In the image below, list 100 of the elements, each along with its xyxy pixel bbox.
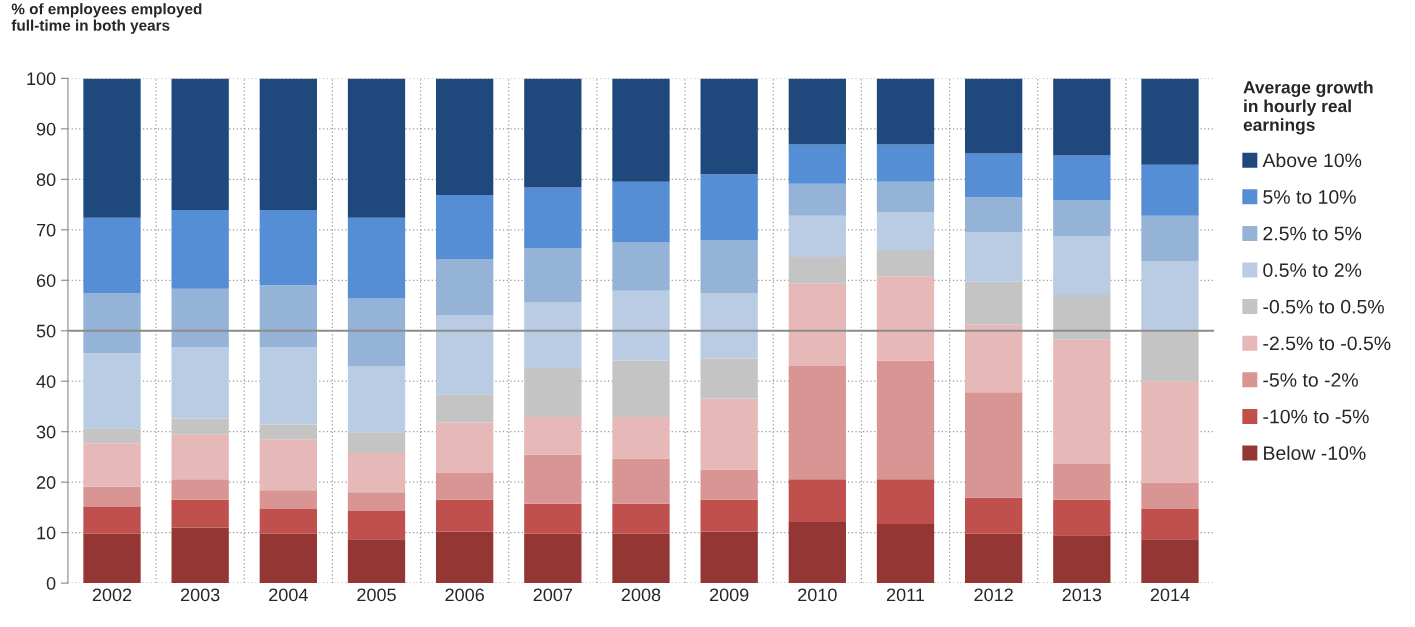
bar	[83, 292, 141, 354]
bar	[171, 288, 229, 348]
bar	[524, 301, 582, 369]
bar	[700, 499, 758, 532]
bar	[83, 78, 141, 218]
legend-label: -5% to -2%	[1263, 373, 1358, 387]
bar	[965, 497, 1023, 534]
bar	[259, 210, 317, 286]
bar	[171, 479, 229, 500]
bar	[259, 347, 317, 425]
bar	[347, 432, 406, 453]
bar	[524, 454, 582, 504]
bar	[171, 210, 229, 289]
bar	[700, 469, 758, 500]
bar	[876, 360, 935, 480]
bar	[876, 249, 935, 277]
bar	[347, 452, 406, 493]
bar	[171, 434, 229, 480]
bar	[1053, 294, 1111, 340]
bar	[83, 506, 141, 534]
x-tick-label: 2012	[974, 588, 1013, 602]
bar	[1053, 200, 1111, 237]
y-tick-label: 90	[36, 122, 56, 136]
legend-label: 2.5% to 5%	[1263, 226, 1362, 241]
bar	[259, 424, 317, 440]
bar	[612, 417, 670, 459]
bar	[700, 78, 758, 175]
bar	[876, 276, 935, 361]
bar	[788, 215, 846, 258]
x-tick-label: 2005	[357, 588, 396, 602]
bar	[612, 181, 670, 242]
bar	[700, 240, 758, 293]
bar	[83, 443, 141, 487]
bar	[1141, 78, 1199, 165]
x-tick-label: 2014	[1150, 588, 1190, 602]
bar	[171, 78, 229, 211]
bar	[436, 394, 494, 423]
bar	[788, 479, 846, 523]
bar	[347, 539, 406, 584]
y-tick-label: 60	[36, 274, 56, 287]
bar	[876, 479, 935, 525]
bar	[965, 533, 1023, 584]
legend-label: -0.5% to 0.5%	[1263, 299, 1384, 314]
legend-label: Above 10%	[1262, 152, 1362, 168]
x-tick-label: 2008	[621, 588, 661, 602]
bar	[171, 347, 229, 419]
x-tick-label: 2009	[709, 588, 749, 602]
bar	[436, 531, 494, 584]
bar	[436, 422, 494, 474]
y-tick-label: 10	[37, 526, 56, 540]
bar	[436, 315, 494, 395]
bar	[1141, 261, 1199, 331]
bar	[436, 473, 494, 500]
bar	[436, 194, 494, 260]
bar	[436, 259, 494, 316]
bar	[83, 428, 141, 444]
bar	[1141, 482, 1199, 509]
legend-label: -2.5% to -0.5%	[1263, 336, 1391, 351]
bar	[259, 490, 317, 509]
bar	[700, 174, 758, 241]
bar	[347, 492, 406, 511]
legend-label: -10% to -5%	[1263, 409, 1369, 424]
bar	[436, 499, 494, 532]
bar	[347, 78, 406, 218]
bar	[612, 533, 670, 584]
x-tick-label: 2013	[1062, 588, 1102, 602]
bar	[171, 527, 229, 584]
bar	[1053, 78, 1111, 156]
bar	[259, 285, 317, 348]
y-tick-label: 30	[36, 425, 56, 439]
x-tick-label: 2002	[92, 588, 132, 602]
bar	[700, 292, 758, 359]
bar	[788, 283, 846, 367]
bar	[965, 78, 1023, 154]
bar	[1141, 381, 1199, 483]
bar	[83, 486, 141, 507]
bar	[259, 508, 317, 534]
bar	[1141, 164, 1199, 216]
bar	[259, 439, 317, 491]
x-tick-label: 2006	[445, 588, 484, 602]
y-tick-label: 0	[46, 577, 56, 590]
bar	[1053, 535, 1111, 584]
bar	[876, 78, 935, 145]
bar	[965, 153, 1023, 197]
bar	[259, 78, 317, 211]
bar	[700, 358, 758, 399]
bar	[524, 187, 582, 248]
y-tick-label: 40	[36, 375, 56, 388]
legend-label: 5% to 10%	[1263, 190, 1356, 204]
bar	[612, 241, 670, 291]
bar	[83, 217, 141, 293]
bar	[1053, 236, 1111, 295]
bar	[83, 353, 141, 429]
bar	[612, 78, 670, 182]
bar	[524, 503, 582, 534]
bar	[876, 212, 935, 250]
bar	[965, 324, 1023, 393]
bar	[788, 78, 846, 145]
y-tick-label: 70	[36, 223, 56, 237]
bar	[1053, 155, 1111, 201]
